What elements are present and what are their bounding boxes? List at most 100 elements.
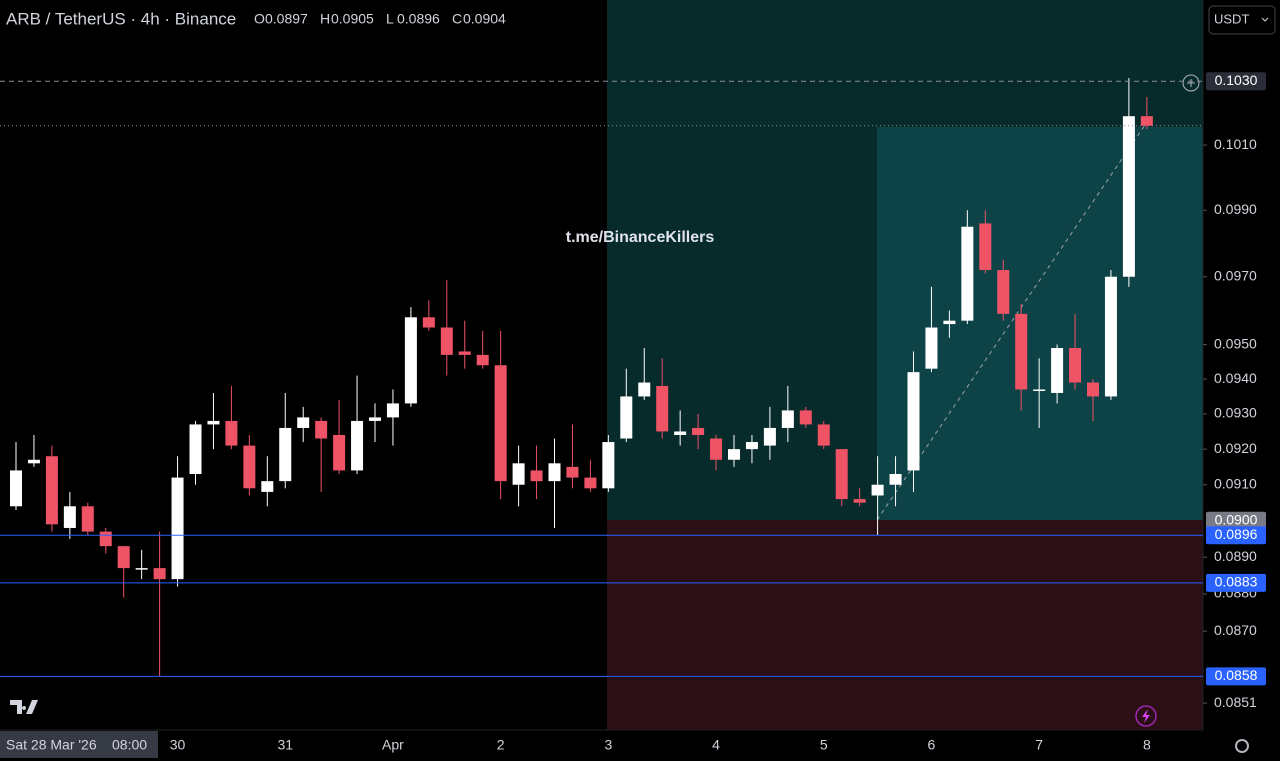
price-label: 0.0900 xyxy=(1215,511,1258,527)
candle-body xyxy=(63,506,76,528)
candle-body xyxy=(763,427,776,446)
watermark: t.me/BinanceKillers xyxy=(566,229,715,246)
ohlc-key: H xyxy=(320,11,330,27)
candle-body xyxy=(1122,116,1135,277)
add-alert-plus xyxy=(1187,79,1195,87)
price-label-box xyxy=(1206,667,1266,686)
candle-body xyxy=(979,223,992,271)
candle-body xyxy=(997,270,1010,314)
candle-body xyxy=(476,354,489,366)
candle-body xyxy=(566,466,579,478)
candle-body xyxy=(333,434,346,471)
candle-body xyxy=(458,351,471,355)
lightning-icon[interactable] xyxy=(1135,705,1157,727)
candle-body xyxy=(602,442,615,489)
y-tick-label: 0.0910 xyxy=(1214,475,1257,491)
x-tick-label: 4 xyxy=(712,737,720,753)
candle-body xyxy=(530,470,543,482)
candle-body xyxy=(853,499,866,503)
price-label: 0.1030 xyxy=(1215,72,1258,88)
ohlc-value: 0.0904 xyxy=(463,11,506,27)
y-tick-label: 0.0890 xyxy=(1214,548,1257,564)
candle-body xyxy=(422,317,435,328)
candle-body xyxy=(27,459,40,464)
candle-body xyxy=(297,417,310,428)
candle-body xyxy=(45,456,58,525)
candle-body xyxy=(1015,313,1028,390)
y-tick-label: 0.1010 xyxy=(1214,136,1257,152)
candle-body xyxy=(404,317,417,404)
candle-body xyxy=(10,470,22,507)
ohlc-key: C xyxy=(452,11,462,27)
ohlc-value: 0.0905 xyxy=(331,11,374,27)
trend-line xyxy=(876,121,1148,521)
y-tick-label: 0.0950 xyxy=(1214,335,1257,351)
candle-body xyxy=(817,424,830,446)
profit-zone-inner xyxy=(877,127,1203,520)
candle-body xyxy=(261,481,274,492)
candle-body xyxy=(674,431,687,435)
candle-body xyxy=(135,568,148,570)
candle-body xyxy=(620,396,633,439)
lightning-bolt xyxy=(1142,709,1150,723)
price-label-box xyxy=(1206,573,1266,592)
candle-body xyxy=(1087,382,1099,397)
candle-body xyxy=(745,442,758,450)
x-tick-label: 31 xyxy=(277,737,293,753)
price-label-box xyxy=(1206,72,1266,91)
x-tick-label: 7 xyxy=(1035,737,1043,753)
dropdown-arrow xyxy=(1261,17,1269,22)
candle-body xyxy=(692,427,705,435)
candle-body xyxy=(153,568,166,580)
candle-body xyxy=(799,410,812,425)
x-tick-label: 5 xyxy=(820,737,828,753)
candle-body xyxy=(279,427,292,482)
candle-body xyxy=(584,477,597,489)
price-label: 0.0883 xyxy=(1215,574,1258,590)
candle-body xyxy=(943,320,956,325)
candle-body xyxy=(440,327,453,355)
price-label: 0.0858 xyxy=(1215,667,1258,683)
x-tick-label: Apr xyxy=(382,737,404,753)
candle-body xyxy=(171,477,184,580)
candle-body xyxy=(548,463,561,482)
x-tick-label: 30 xyxy=(170,737,186,753)
y-tick-label: 0.0870 xyxy=(1214,622,1257,638)
crosshair-time: 08:00 xyxy=(112,737,147,753)
candle-body xyxy=(243,445,256,489)
candle-body xyxy=(961,226,974,321)
price-label: 0.0896 xyxy=(1215,526,1258,542)
ohlc-header: O 0.0897 H 0.0905 L 0.0896 C 0.0904 xyxy=(254,11,506,27)
loss-zone xyxy=(607,520,1203,730)
candle-body xyxy=(207,420,220,425)
candle-body xyxy=(638,382,651,397)
candle-body xyxy=(512,463,525,485)
ohlc-value: 0.0896 xyxy=(397,11,440,27)
y-tick-label: 0.0940 xyxy=(1214,370,1257,386)
currency-label: USDT xyxy=(1214,11,1249,26)
x-tick-label: 6 xyxy=(928,737,936,753)
candle-body xyxy=(189,424,202,475)
candle-body xyxy=(369,417,381,421)
candle-body xyxy=(81,506,94,532)
ohlc-key: O xyxy=(254,11,265,27)
x-tick-label: 8 xyxy=(1143,737,1151,753)
candle-body xyxy=(925,327,938,369)
candle-body xyxy=(728,449,740,460)
add-alert-icon[interactable] xyxy=(1182,74,1200,92)
currency-dropdown[interactable] xyxy=(1208,5,1276,35)
candle-body xyxy=(1069,348,1082,383)
candle-body xyxy=(710,438,723,460)
candle-body xyxy=(351,420,364,471)
candle-body xyxy=(907,372,920,471)
candle-body xyxy=(99,531,112,547)
symbol-title: ARB / TetherUS · 4h · Binance xyxy=(6,9,236,28)
price-label-box xyxy=(1206,526,1266,545)
ohlc-value: 0.0897 xyxy=(265,11,308,27)
y-tick-label: 0.0970 xyxy=(1214,267,1257,283)
candle-body xyxy=(781,410,794,428)
candle-body xyxy=(1051,348,1064,393)
settings-icon[interactable] xyxy=(1235,739,1249,753)
